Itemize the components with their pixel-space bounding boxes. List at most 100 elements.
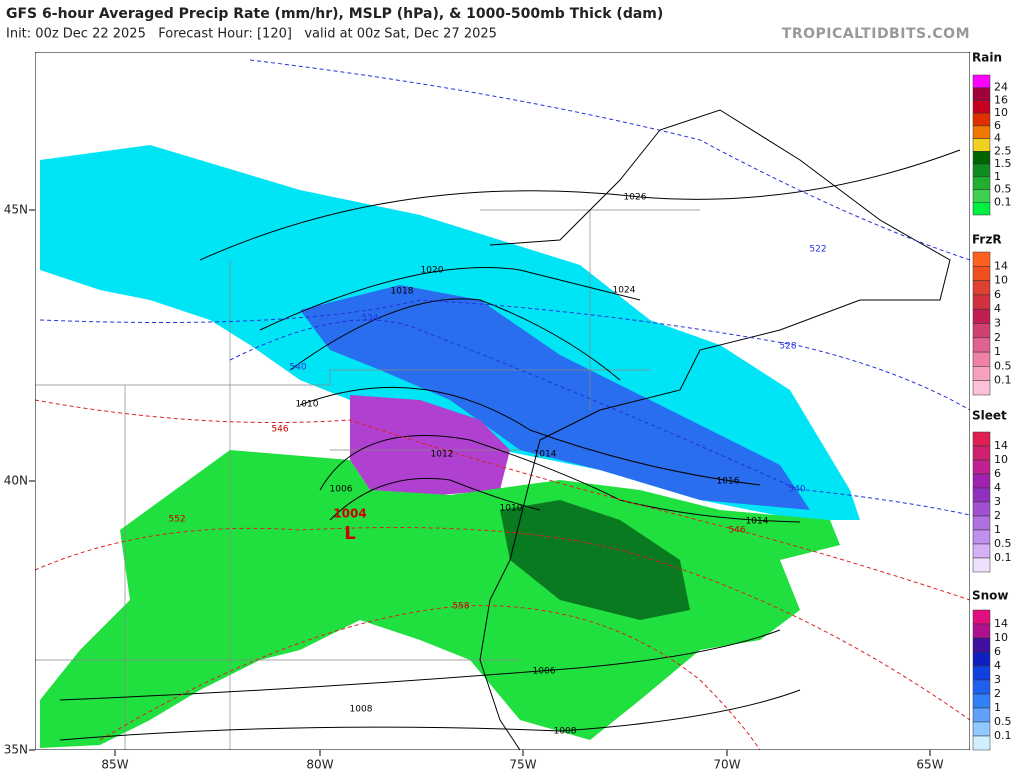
legend-swatch (972, 280, 991, 296)
legend-swatch (972, 609, 991, 625)
legend-swatch (972, 202, 991, 216)
legend-swatch (972, 445, 991, 461)
legend-swatch (972, 112, 991, 127)
lat-label: 40N (4, 474, 28, 488)
thickness-label: 528 (779, 342, 796, 352)
legend-label: 6 (994, 119, 1001, 132)
snow-heavy (300, 285, 810, 510)
legend-label: 0.5 (994, 715, 1012, 728)
legend-label: 10 (994, 631, 1008, 644)
legend-swatch (972, 515, 991, 531)
legend-label: 1 (994, 345, 1001, 358)
legend-swatch (972, 543, 991, 559)
thickness-label: 534 (361, 314, 378, 324)
labels: 85W 80W 75W 70W 65W45N40N35N1026102410201018… (4, 51, 1012, 772)
lon-label: 65W (916, 758, 943, 772)
legend-swatch (972, 380, 991, 396)
legend-label: 16 (994, 93, 1008, 106)
legend-label: 4 (994, 302, 1001, 315)
legend-swatch (972, 637, 991, 653)
lon-label: 85W (101, 758, 128, 772)
isobar-label: 1010 (500, 504, 523, 514)
legend-label: 14 (994, 617, 1008, 630)
thickness-label: 546 (728, 526, 745, 536)
legend-swatch (972, 707, 991, 723)
legend-swatch (972, 693, 991, 709)
legend-label: 2 (994, 509, 1001, 522)
legend-swatch (972, 529, 991, 545)
legend-label: 1 (994, 523, 1001, 536)
legend-swatch (972, 351, 991, 367)
legend-label: 14 (994, 439, 1008, 452)
lat-label: 35N (4, 743, 28, 757)
legend-swatch (972, 151, 991, 165)
isobar-label: 1026 (624, 193, 647, 203)
legend-swatch (972, 87, 991, 101)
isobar-label: 1024 (613, 286, 636, 296)
legend-label: 0.1 (994, 374, 1012, 387)
thickness-cold (39, 59, 970, 516)
legend-label: 2 (994, 687, 1001, 700)
legend-label: 4 (994, 132, 1001, 145)
legend-label: 6 (994, 645, 1001, 658)
isobar-label: 1012 (431, 450, 454, 460)
legend-label: 6 (994, 288, 1001, 301)
legend-label: 0.5 (994, 359, 1012, 372)
legend-swatch (972, 323, 991, 339)
legend-label: 3 (994, 673, 1001, 686)
thickness-label: 552 (168, 515, 185, 525)
legend-label: 1 (994, 170, 1001, 183)
legend-swatch (972, 189, 991, 203)
legend-title: Sleet (972, 409, 1007, 423)
legend-swatch (972, 721, 991, 737)
isobars (59, 149, 961, 741)
legend-label: 1.5 (994, 157, 1012, 170)
legend-swatch (972, 74, 991, 88)
thickness-label: 540 (788, 485, 805, 495)
thickness-label: 558 (452, 602, 469, 612)
borders (35, 209, 700, 750)
legend-swatch (972, 308, 991, 324)
legend-label: 0.1 (994, 551, 1012, 564)
legend-swatch (972, 266, 991, 281)
watermark: TROPICALTIDBITS.COM (782, 26, 970, 42)
isobar-label: 1020 (421, 266, 444, 276)
legend-title: Rain (972, 51, 1002, 65)
legend-label: 2 (994, 331, 1001, 344)
legend-swatch (972, 679, 991, 695)
isobar-label: 1016 (717, 477, 740, 487)
map (35, 52, 970, 750)
thickness-label: 522 (809, 245, 826, 255)
legend-swatch (972, 665, 991, 681)
legend-swatch (972, 163, 991, 178)
isobar-label: 1006 (330, 485, 353, 495)
legend-label: 10 (994, 453, 1008, 466)
legend-swatch (972, 431, 991, 447)
legend-swatch (972, 623, 991, 639)
legend-swatch (972, 251, 991, 267)
isobar-label: 1018 (391, 287, 414, 297)
lat-label: 45N (4, 203, 28, 217)
legend-swatch (972, 557, 991, 573)
legend-label: 6 (994, 467, 1001, 480)
isobar-label: 1014 (746, 517, 769, 527)
legend-swatch (972, 501, 991, 517)
legend-swatch (972, 337, 991, 353)
legend-swatch (972, 473, 991, 489)
legend-swatch (972, 294, 991, 310)
coastline (479, 109, 951, 750)
legend-label: 0.5 (994, 537, 1012, 550)
lon-label: 70W (713, 758, 740, 772)
legend-swatch (972, 459, 991, 475)
title: GFS 6-hour Averaged Precip Rate (mm/hr),… (6, 6, 663, 22)
rain-heavy (500, 500, 690, 620)
rain (40, 450, 840, 748)
isobar-label: 1010 (296, 400, 319, 410)
legend-label: 24 (994, 81, 1008, 94)
legend-swatch (972, 735, 991, 751)
legend-swatch (972, 100, 991, 114)
legend-label: 3 (994, 495, 1001, 508)
legend-label: 10 (994, 274, 1008, 287)
isobar-label: 1014 (534, 450, 557, 460)
